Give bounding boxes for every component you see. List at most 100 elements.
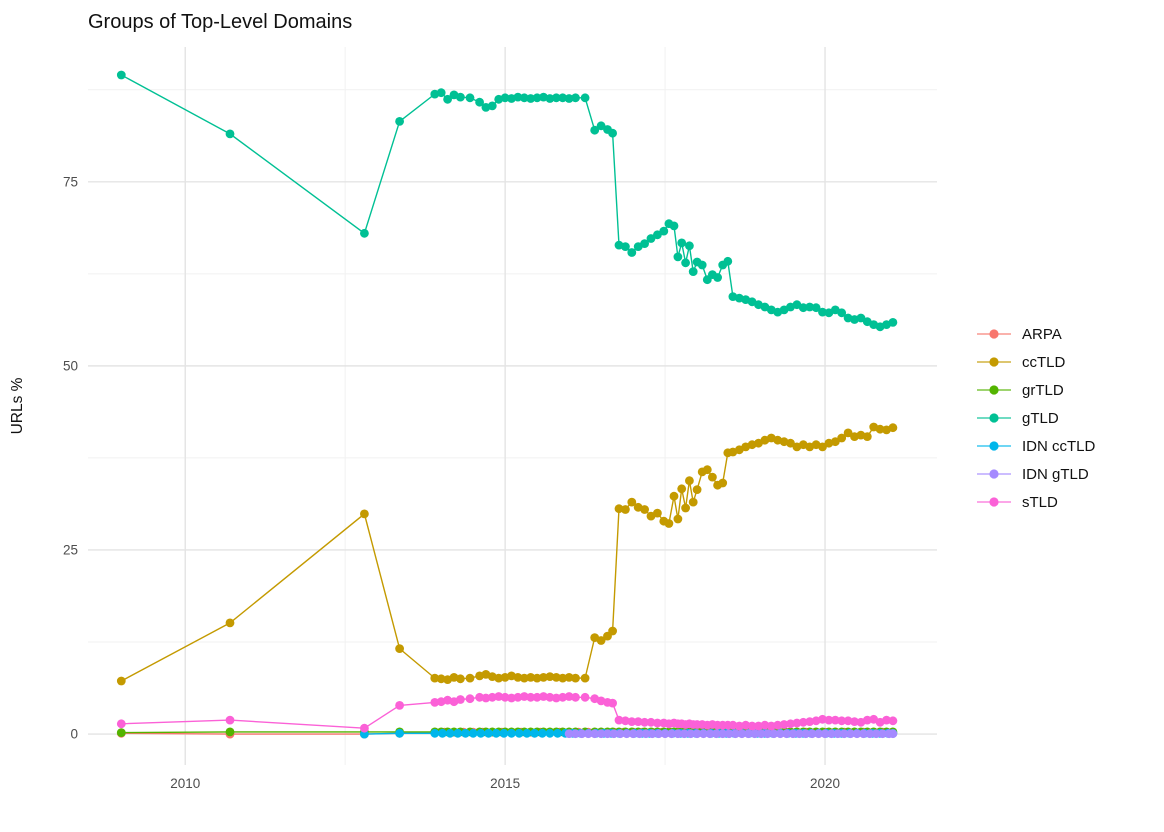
data-point (782, 729, 791, 739)
data-point (697, 260, 707, 270)
data-point (116, 719, 126, 729)
data-point (430, 728, 440, 738)
data-point (702, 465, 712, 475)
data-point (786, 719, 795, 729)
data-point (633, 717, 643, 726)
data-point (596, 729, 606, 739)
data-point (731, 729, 740, 739)
data-point (801, 729, 811, 739)
data-point (551, 93, 561, 103)
data-point (664, 519, 674, 528)
legend-item-arpa: ARPA (976, 320, 1095, 348)
data-point (553, 728, 562, 738)
data-point (580, 93, 590, 103)
y-tick-label: 50 (63, 358, 78, 373)
data-point (360, 509, 369, 519)
data-point (786, 438, 795, 448)
data-point (577, 729, 587, 739)
data-point (843, 716, 853, 726)
data-point (850, 717, 859, 726)
data-point (653, 508, 662, 518)
series-gtld-points (116, 70, 898, 332)
data-point (708, 472, 717, 482)
data-point (571, 673, 580, 683)
data-point (116, 728, 126, 737)
data-point (583, 729, 593, 739)
legend-key-dot (989, 357, 999, 367)
data-point (653, 718, 662, 728)
data-point (484, 728, 493, 738)
data-point (824, 715, 834, 725)
data-point (621, 716, 630, 726)
data-point (699, 729, 708, 739)
data-point (769, 729, 779, 739)
x-axis-tick-labels: 2010 2015 2020 (170, 776, 840, 791)
data-point (818, 442, 827, 452)
data-point (705, 729, 715, 739)
data-point (843, 428, 853, 438)
data-point (621, 505, 630, 514)
data-point (818, 307, 827, 317)
data-point (686, 729, 696, 739)
data-point (888, 729, 898, 739)
data-point (564, 673, 574, 682)
data-point (640, 717, 649, 727)
data-point (685, 241, 694, 251)
data-point (718, 478, 728, 488)
legend-label: ccTLD (1022, 353, 1066, 371)
data-point (615, 729, 625, 739)
legend-key-dot (989, 413, 999, 423)
data-point (564, 94, 574, 103)
data-point (741, 720, 751, 730)
data-point (763, 729, 772, 739)
data-point (526, 94, 536, 103)
data-point (818, 714, 827, 724)
data-point (621, 242, 630, 252)
data-point (430, 673, 440, 683)
data-point (692, 485, 702, 494)
data-point (766, 721, 776, 731)
series-stld-points (116, 692, 898, 733)
data-point (798, 717, 808, 727)
data-point (837, 308, 847, 318)
data-point (673, 252, 683, 262)
legend-key-dot (989, 329, 999, 339)
data-point (773, 720, 783, 730)
data-point (814, 729, 823, 739)
legend-key-icon (977, 441, 1011, 451)
data-point (545, 728, 555, 738)
data-point (688, 497, 698, 507)
data-point (743, 729, 753, 739)
data-point (677, 238, 687, 248)
legend-key-icon (977, 329, 1011, 339)
data-point (558, 692, 568, 702)
data-point (519, 692, 529, 701)
data-point (519, 93, 529, 103)
data-point (627, 717, 637, 726)
legend-item-grtld: grTLD (976, 376, 1095, 404)
data-point (692, 729, 702, 739)
data-point (865, 729, 875, 739)
data-point (514, 728, 524, 738)
data-point (837, 716, 847, 726)
data-point (839, 729, 849, 739)
series-stld (116, 692, 898, 733)
data-point (659, 226, 669, 236)
data-point (551, 673, 561, 682)
data-point (728, 720, 738, 730)
data-point (526, 692, 536, 702)
legend-key-dot (989, 385, 999, 395)
legend-item-gtld: gTLD (976, 404, 1095, 432)
legend-item-stld: sTLD (976, 488, 1095, 516)
data-point (718, 729, 728, 739)
data-point (673, 514, 683, 524)
legend-key-icon (977, 497, 1011, 507)
data-point (436, 88, 446, 98)
data-point (225, 715, 235, 725)
data-point (837, 433, 847, 443)
series-idn-gtld (564, 729, 898, 739)
plot-title: Groups of Top-Level Domains (88, 11, 352, 33)
data-point (456, 674, 465, 684)
data-point (475, 97, 484, 107)
plot-panel (88, 47, 937, 765)
